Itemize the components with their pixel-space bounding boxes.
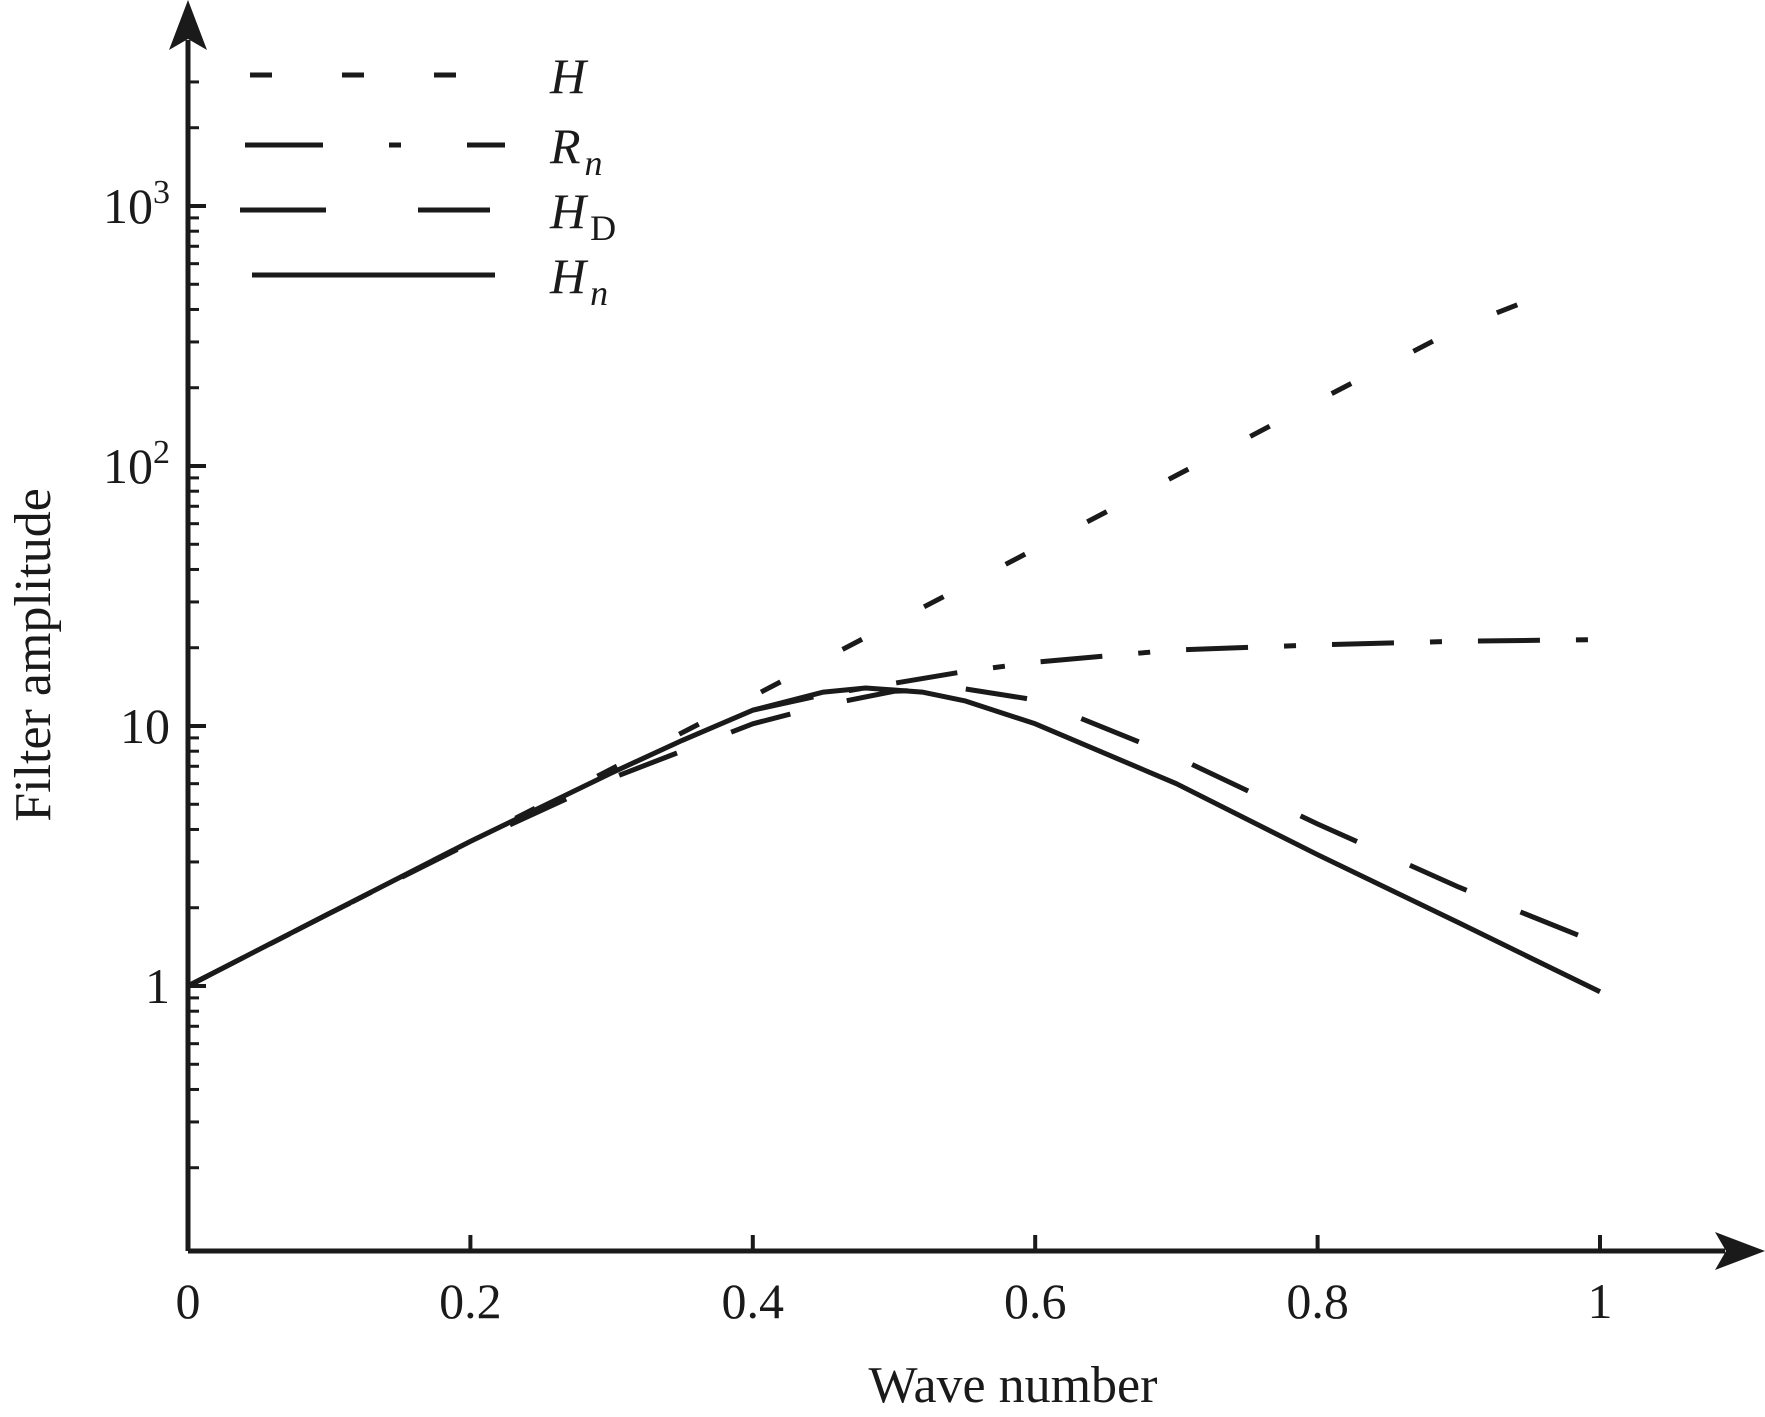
x-tick-label-0-8: 0.8 <box>1286 1273 1349 1329</box>
x-axis-title: Wave number <box>869 1357 1158 1414</box>
series-line-hd <box>186 686 1601 989</box>
x-tick-label-0-4: 0.4 <box>722 1273 785 1329</box>
x-tick-label-1: 1 <box>1588 1273 1613 1329</box>
series-lines <box>186 286 1602 995</box>
series-line-rn <box>752 637 1601 713</box>
x-ticks: 0 0.2 0.4 0.6 0.8 1 <box>176 1235 1613 1329</box>
y-tick-label-100: 102 <box>103 434 170 494</box>
y-tick-label-1: 1 <box>145 958 170 1014</box>
y-tick-label-10: 10 <box>120 698 170 754</box>
y-axis-title: Filter amplitude <box>5 488 62 822</box>
y-ticks: 1 10 102 103 <box>103 174 206 1014</box>
x-axis-arrow <box>1715 1232 1765 1270</box>
x-tick-label-0-6: 0.6 <box>1004 1273 1067 1329</box>
y-minor-ticks <box>188 80 199 1170</box>
y-tick-label-1000: 103 <box>103 174 170 234</box>
axes <box>169 0 1765 1270</box>
y-axis-arrow <box>169 0 207 50</box>
series-line-hn <box>186 685 1602 995</box>
x-tick-label-0-2: 0.2 <box>439 1273 502 1329</box>
legend-label-h: H <box>549 48 589 104</box>
x-tick-label-0: 0 <box>176 1273 201 1329</box>
legend: H R nH DH n <box>240 48 616 313</box>
